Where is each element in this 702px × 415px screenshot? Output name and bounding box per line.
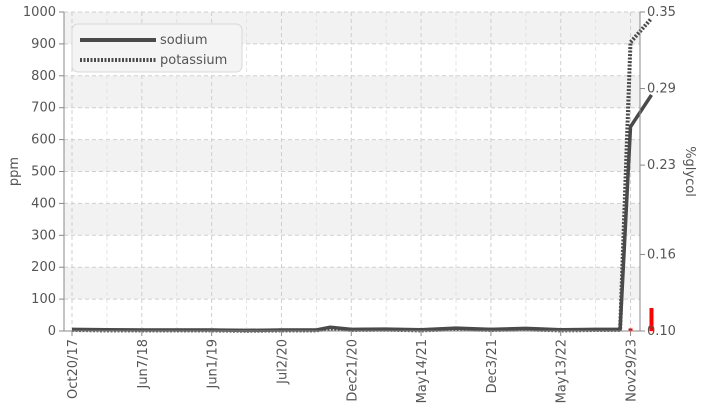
y-left-tick-label: 100: [31, 292, 56, 307]
legend-label-sodium: sodium: [160, 33, 208, 48]
y-left-tick-label: 800: [31, 69, 56, 84]
x-tick-label: Jun7/18: [136, 339, 151, 390]
y-left-tick-label: 0: [48, 324, 56, 339]
y-right-tick-label: 0.16: [647, 247, 676, 262]
y-left-tick-label: 300: [31, 228, 56, 243]
y-left-axis-title: ppm: [7, 157, 22, 186]
plot-band: [64, 75, 640, 108]
y-left-tick-label: 200: [31, 260, 56, 275]
y-left-tick-label: 400: [31, 196, 56, 211]
y-left-tick-label: 700: [31, 101, 56, 116]
x-tick-label: Dec3/21: [485, 339, 500, 393]
y-left-tick-label: 500: [31, 165, 56, 180]
y-left-tick-label: 900: [31, 37, 56, 52]
y-right-tick-label: 0.35: [647, 5, 676, 20]
x-tick-label: May14/21: [415, 339, 430, 403]
y-right-tick-label: 0.10: [647, 324, 676, 339]
plot-band: [64, 267, 640, 300]
x-tick-label: Dec21/20: [345, 339, 360, 402]
x-tick-label: Jun1/19: [206, 339, 221, 390]
y-right-tick-label: 0.29: [647, 82, 676, 97]
x-tick-label: May13/22: [555, 339, 570, 403]
plot-band: [64, 139, 640, 172]
y-left-tick-label: 1000: [23, 5, 56, 20]
y-right-axis-title: %glycol: [682, 146, 697, 197]
legend-box: [71, 23, 243, 73]
potassium-series-line: [71, 17, 654, 333]
x-tick-label: Jul2/20: [275, 339, 290, 385]
y-right-tick-label: 0.23: [647, 158, 676, 173]
x-tick-label: Nov29/23: [625, 339, 640, 402]
x-tick-label: Oct20/17: [66, 339, 81, 399]
plot-band: [64, 203, 640, 236]
glycol-bar: [649, 308, 654, 331]
y-left-tick-label: 600: [31, 133, 56, 148]
glycol-bar: [628, 328, 633, 331]
legend-label-potassium: potassium: [160, 53, 227, 68]
